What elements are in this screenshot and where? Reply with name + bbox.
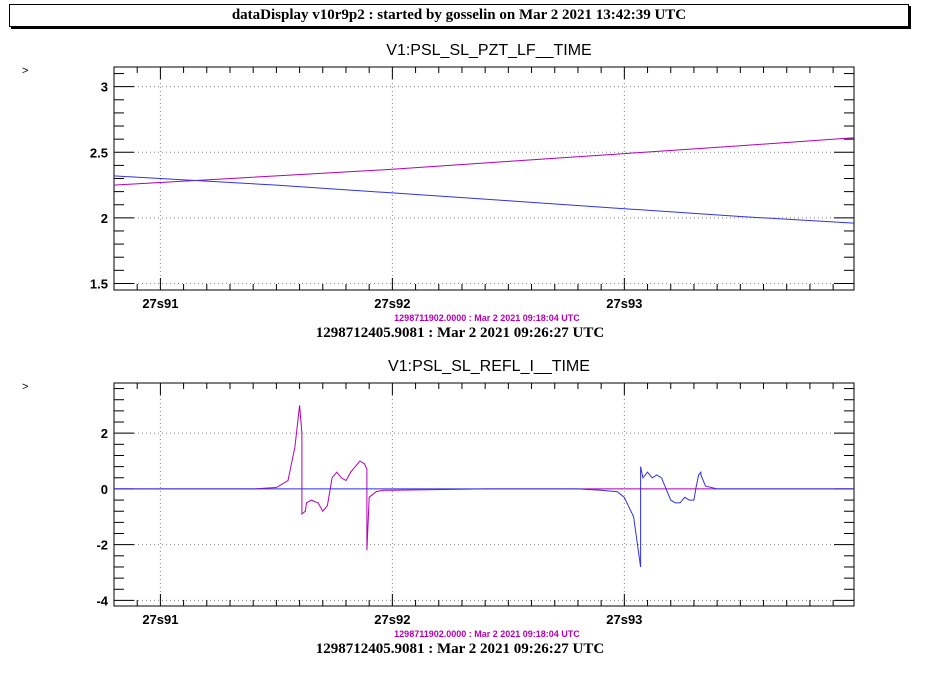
x-tick-label: 27s91: [142, 612, 178, 627]
time-reference-label: 1298712405.9081 : Mar 2 2021 09:26:27 UT…: [316, 641, 604, 657]
series-line-1: [114, 175, 854, 224]
x-tick-label: 27s92: [374, 612, 410, 627]
x-tick-label: 27s92: [374, 296, 410, 311]
chart-refl-i[interactable]: V1:PSL_SL_REFL_I__TIME > -4 -2 0 2 27s91 27s92 2…: [0, 352, 925, 662]
chart-title: V1:PSL_SL_REFL_I__TIME: [388, 358, 590, 375]
series-line-0: [114, 405, 854, 551]
x-tick-label: 27s93: [606, 296, 642, 311]
y-tick-label: 2: [101, 211, 108, 226]
plot-panel-refl: V1:PSL_SL_REFL_I__TIME > -4 -2 0 2 27s91 27s92 2…: [0, 352, 925, 662]
y-tick-label: 2.5: [90, 145, 108, 160]
time-reference-label: 1298712405.9081 : Mar 2 2021 09:26:27 UT…: [316, 325, 604, 341]
window-title-banner: dataDisplay v10r9p2 : started by gosseli…: [9, 4, 909, 27]
series-line-0: [114, 137, 854, 186]
y-tick-label: 2: [101, 426, 108, 441]
x-tick-label: 27s91: [142, 296, 178, 311]
y-tick-label: -4: [96, 593, 108, 608]
x-tick-label: 27s93: [606, 612, 642, 627]
y-tick-label: 0: [101, 482, 108, 497]
y-tick-label: 1.5: [90, 276, 108, 291]
plot-panel-pzt: V1:PSL_SL_PZT_LF__TIME >1.5 2 2.5 3 27s91 27s9…: [0, 36, 925, 346]
y-axis-marker: >: [22, 381, 28, 393]
chart-pzt-lf[interactable]: V1:PSL_SL_PZT_LF__TIME >1.5 2 2.5 3 27s91 27s9…: [0, 36, 925, 346]
time-offset-label: 1298711902.0000 : Mar 2 2021 09:18:04 UT…: [394, 629, 580, 639]
time-offset-label: 1298711902.0000 : Mar 2 2021 09:18:04 UT…: [394, 313, 580, 323]
chart-title: V1:PSL_SL_PZT_LF__TIME: [386, 42, 591, 59]
y-axis-marker: >: [22, 65, 28, 77]
y-tick-label: 3: [101, 80, 108, 95]
plot-frame: [113, 382, 855, 607]
series-line-1: [114, 466, 854, 568]
y-tick-label: -2: [96, 538, 108, 553]
